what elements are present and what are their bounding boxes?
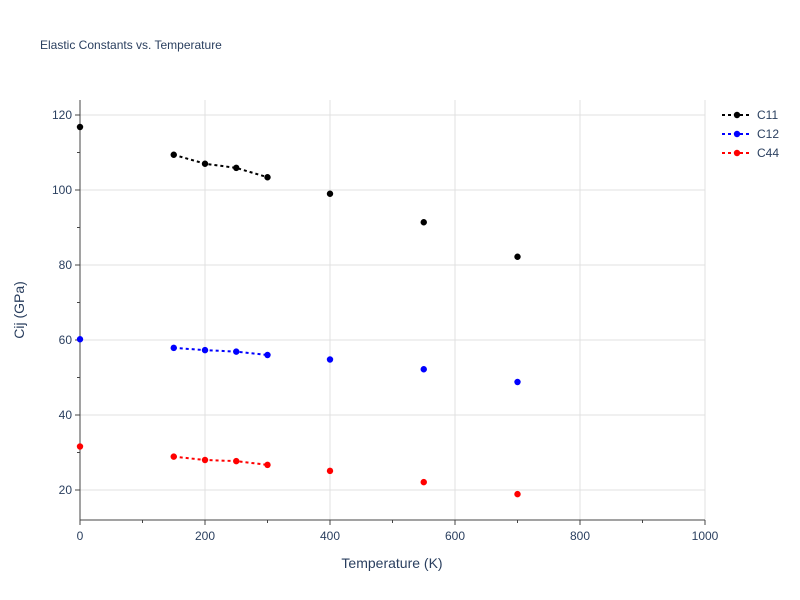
data-point-c12 <box>201 346 209 354</box>
data-point-c44 <box>264 461 271 469</box>
data-point-c44 <box>326 467 334 475</box>
x-axis-title: Temperature (K) <box>341 555 442 571</box>
x-tick-label: 1000 <box>692 529 719 543</box>
data-point-c12 <box>264 351 271 359</box>
axis-layer: 0 200 400 600 800 1000 20 40 60 80 100 120 <box>52 100 719 543</box>
data-point-c12 <box>514 378 521 386</box>
y-tick-label: 80 <box>59 258 73 272</box>
legend[interactable]: C11 C12 C44 <box>722 108 779 160</box>
data-point-c12 <box>76 336 84 343</box>
legend-marker <box>733 111 741 119</box>
x-tick-label: 400 <box>320 529 340 543</box>
data-point-c44 <box>201 456 209 464</box>
x-tick-label: 200 <box>195 529 215 543</box>
data-point-c11 <box>201 160 209 167</box>
legend-marker <box>733 149 741 157</box>
data-point-c12 <box>326 356 334 363</box>
data-point-c12 <box>420 366 427 373</box>
y-tick-label: 20 <box>59 483 73 497</box>
x-tick-label: 0 <box>77 529 84 543</box>
series-c12 <box>76 336 521 386</box>
legend-label: C12 <box>757 127 779 141</box>
data-point-c11 <box>264 174 271 181</box>
data-point-c11 <box>233 164 240 172</box>
legend-marker <box>733 130 741 138</box>
y-tick-label: 100 <box>52 183 72 197</box>
data-point-c11 <box>170 151 177 158</box>
data-point-c11 <box>420 219 427 226</box>
grid-layer <box>80 100 706 520</box>
y-tick-label: 60 <box>59 333 73 347</box>
data-point-c12 <box>233 348 240 355</box>
data-point-c44 <box>514 490 521 498</box>
y-tick-label: 40 <box>59 408 73 422</box>
x-tick-label: 800 <box>570 529 590 543</box>
series-c44 <box>76 443 521 498</box>
series-layer <box>76 123 521 498</box>
chart-title: Elastic Constants vs. Temperature <box>40 38 222 52</box>
data-point-c11 <box>76 123 84 131</box>
data-point-c11 <box>514 253 521 260</box>
series-line-c12 <box>173 346 268 356</box>
series-line-c11 <box>173 153 268 179</box>
legend-item-c44[interactable]: C44 <box>722 146 779 160</box>
data-point-c44 <box>76 443 84 450</box>
series-line-c44 <box>173 455 268 466</box>
data-point-c44 <box>420 478 427 486</box>
legend-label: C44 <box>757 146 779 160</box>
data-point-c44 <box>233 457 240 465</box>
series-c11 <box>76 123 521 260</box>
legend-label: C11 <box>757 108 778 122</box>
y-tick-label: 120 <box>52 108 72 122</box>
legend-item-c11[interactable]: C11 <box>722 108 778 122</box>
data-point-c12 <box>170 344 177 352</box>
data-point-c44 <box>170 453 177 460</box>
y-axis-title: Cij (GPa) <box>11 281 27 339</box>
legend-item-c12[interactable]: C12 <box>722 127 779 141</box>
x-tick-label: 600 <box>445 529 465 543</box>
data-point-c11 <box>326 190 334 197</box>
